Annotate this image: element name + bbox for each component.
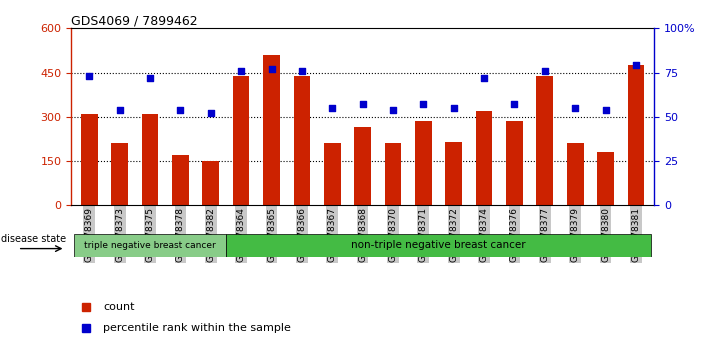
Text: GDS4069 / 7899462: GDS4069 / 7899462 bbox=[71, 14, 198, 27]
Bar bbox=[263, 55, 280, 205]
Point bbox=[387, 107, 399, 113]
Bar bbox=[537, 75, 553, 205]
Point bbox=[417, 102, 429, 107]
Point bbox=[235, 68, 247, 74]
Bar bbox=[445, 142, 462, 205]
Bar bbox=[476, 111, 493, 205]
Bar bbox=[226, 234, 651, 257]
Text: disease state: disease state bbox=[1, 234, 67, 244]
Point bbox=[326, 105, 338, 111]
Bar bbox=[506, 121, 523, 205]
Text: count: count bbox=[103, 302, 134, 312]
Bar bbox=[203, 161, 219, 205]
Bar bbox=[141, 114, 159, 205]
Bar bbox=[415, 121, 432, 205]
Point bbox=[84, 73, 95, 79]
Bar bbox=[354, 127, 371, 205]
Bar bbox=[628, 65, 644, 205]
Point bbox=[114, 107, 125, 113]
Bar bbox=[74, 234, 226, 257]
Point bbox=[296, 68, 308, 74]
Point bbox=[479, 75, 490, 81]
Bar bbox=[112, 143, 128, 205]
Point bbox=[509, 102, 520, 107]
Point bbox=[144, 75, 156, 81]
Point bbox=[539, 68, 550, 74]
Point bbox=[600, 107, 611, 113]
Point bbox=[266, 66, 277, 72]
Text: non-triple negative breast cancer: non-triple negative breast cancer bbox=[351, 240, 526, 250]
Point bbox=[630, 63, 641, 68]
Point bbox=[570, 105, 581, 111]
Text: triple negative breast cancer: triple negative breast cancer bbox=[84, 241, 216, 250]
Bar bbox=[294, 75, 310, 205]
Text: percentile rank within the sample: percentile rank within the sample bbox=[103, 323, 291, 333]
Point bbox=[357, 102, 368, 107]
Bar bbox=[232, 75, 250, 205]
Point bbox=[205, 110, 216, 116]
Bar bbox=[597, 152, 614, 205]
Point bbox=[175, 107, 186, 113]
Bar bbox=[172, 155, 188, 205]
Point bbox=[448, 105, 459, 111]
Bar bbox=[81, 114, 97, 205]
Bar bbox=[385, 143, 401, 205]
Bar bbox=[324, 143, 341, 205]
Bar bbox=[567, 143, 584, 205]
